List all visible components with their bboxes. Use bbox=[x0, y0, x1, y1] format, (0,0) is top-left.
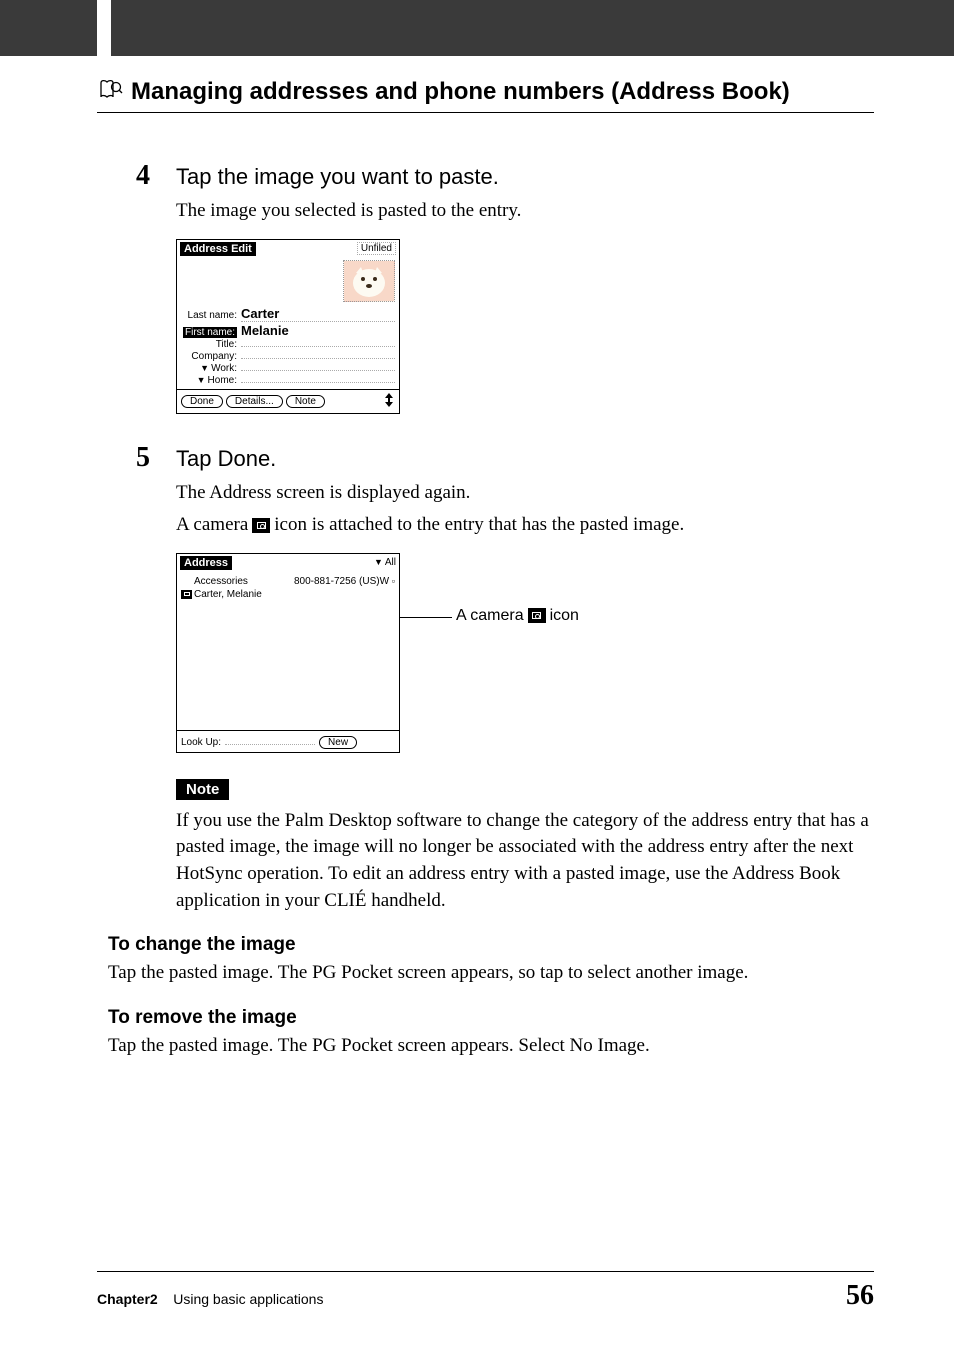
top-band-notch bbox=[97, 0, 111, 56]
callout-text-a: A camera bbox=[456, 607, 524, 625]
footer-chapter-title: Using basic applications bbox=[173, 1291, 323, 1307]
step-5-desc2: A camera icon is attached to the entry t… bbox=[176, 512, 874, 539]
ss1-thumbnail bbox=[343, 260, 395, 302]
ss2-row-0: Accessories 800-881-7256 (US)W ▫ bbox=[181, 575, 395, 588]
ss1-lastname-value: Carter bbox=[241, 306, 395, 322]
top-band bbox=[0, 0, 954, 56]
step-4: 4 Tap the image you want to paste. The i… bbox=[176, 160, 874, 414]
ss1-note-button: Note bbox=[286, 395, 325, 408]
ss2-row-1-name: Carter, Melanie bbox=[194, 589, 262, 600]
ss1-category: Unfiled bbox=[357, 242, 396, 255]
camera-icon bbox=[528, 608, 546, 623]
ss2-category: ▼All bbox=[374, 557, 396, 568]
ss1-title-value bbox=[241, 346, 395, 347]
dropdown-icon: ▼ bbox=[197, 375, 206, 385]
change-image-text: Tap the pasted image. The PG Pocket scre… bbox=[108, 960, 874, 987]
ss2-title: Address bbox=[180, 556, 232, 570]
ss1-details-button: Details... bbox=[226, 395, 283, 408]
dropdown-icon: ▼ bbox=[374, 557, 383, 567]
ss1-company-value bbox=[241, 358, 395, 359]
step-5-desc2a: A camera bbox=[176, 512, 248, 539]
step-4-number: 4 bbox=[136, 160, 176, 192]
step-5-number: 5 bbox=[136, 442, 176, 474]
ss1-work-value bbox=[241, 370, 395, 371]
dropdown-icon: ▼ bbox=[200, 363, 209, 373]
section-title: Managing addresses and phone numbers (Ad… bbox=[131, 78, 790, 106]
scroll-icon bbox=[383, 393, 395, 410]
page-content: 4 Tap the image you want to paste. The i… bbox=[176, 160, 874, 1087]
ss1-title-label: Title: bbox=[181, 339, 241, 350]
callout-line bbox=[400, 617, 452, 618]
ss1-firstname-label: First name: bbox=[181, 327, 241, 338]
change-image-heading: To change the image bbox=[108, 934, 874, 956]
camera-icon bbox=[252, 518, 270, 533]
page-footer: Chapter2 Using basic applications 56 bbox=[97, 1271, 874, 1312]
ss1-home-value bbox=[241, 382, 395, 383]
addressbook-icon bbox=[97, 79, 123, 106]
section-header: Managing addresses and phone numbers (Ad… bbox=[97, 78, 874, 113]
camera-icon bbox=[181, 590, 192, 599]
step-5: 5 Tap Done. The Address screen is displa… bbox=[176, 442, 874, 1060]
note-text: If you use the Palm Desktop software to … bbox=[176, 808, 874, 914]
ss2-row-0-name: Accessories bbox=[194, 576, 248, 587]
ss1-lastname-label: Last name: bbox=[181, 310, 241, 321]
ss1-home-label: ▼Home: bbox=[181, 375, 241, 386]
address-list-screenshot: Address ▼All Accessories 800-881-7256 (U… bbox=[176, 553, 400, 753]
remove-image-heading: To remove the image bbox=[108, 1007, 874, 1029]
step-5-desc1: The Address screen is displayed again. bbox=[176, 480, 874, 507]
ss1-firstname-value: Melanie bbox=[241, 323, 395, 338]
note-icon: ▫ bbox=[392, 576, 395, 586]
step-4-desc: The image you selected is pasted to the … bbox=[176, 198, 874, 225]
ss1-title: Address Edit bbox=[180, 242, 256, 256]
footer-chapter: Chapter2 bbox=[97, 1291, 158, 1307]
ss1-work-label: ▼Work: bbox=[181, 363, 241, 374]
ss1-done-button: Done bbox=[181, 395, 223, 408]
remove-image-text: Tap the pasted image. The PG Pocket scre… bbox=[108, 1033, 874, 1060]
footer-left: Chapter2 Using basic applications bbox=[97, 1291, 323, 1307]
page-number: 56 bbox=[846, 1280, 874, 1312]
ss2-lookup-label: Look Up: bbox=[181, 737, 221, 748]
ss2-lookup-field bbox=[225, 734, 315, 745]
callout-text-b: icon bbox=[550, 607, 579, 625]
step-4-title: Tap the image you want to paste. bbox=[176, 164, 499, 190]
ss1-company-label: Company: bbox=[181, 351, 241, 362]
ss2-new-button: New bbox=[319, 736, 357, 749]
ss2-row-0-phone: 800-881-7256 (US)W bbox=[294, 576, 389, 587]
ss2-row-1: Carter, Melanie bbox=[181, 588, 395, 601]
note-label: Note bbox=[176, 779, 229, 800]
step-5-desc2b: icon is attached to the entry that has t… bbox=[274, 512, 684, 539]
step-5-title: Tap Done. bbox=[176, 446, 276, 472]
callout-text: A camera icon bbox=[456, 607, 579, 625]
address-edit-screenshot: Address Edit Unfiled bbox=[176, 239, 400, 414]
